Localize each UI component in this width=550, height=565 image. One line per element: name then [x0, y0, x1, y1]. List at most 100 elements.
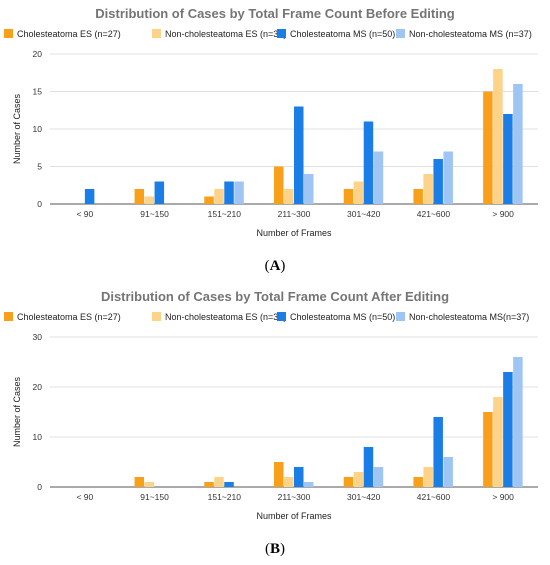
legend-label: Cholesteatoma MS (n=50) — [290, 312, 395, 322]
x-tick-label: 151~210 — [208, 209, 242, 219]
x-tick-label: 91~150 — [140, 492, 169, 502]
bar — [144, 196, 155, 204]
legend-label: Cholesteatoma ES (n=27) — [17, 29, 121, 39]
legend-swatch — [277, 312, 286, 321]
chart-b: Distribution of Cases by Total Frame Cou… — [4, 289, 538, 521]
bar — [284, 189, 294, 204]
legend-item: Cholesteatoma ES (n=27) — [4, 29, 121, 39]
bar — [443, 151, 453, 204]
legend-swatch — [277, 29, 286, 38]
y-tick-label: 20 — [33, 382, 43, 392]
bar — [423, 467, 433, 487]
y-axis-label: Number of Cases — [12, 93, 22, 164]
legend-item: Non-cholesteatoma ES (n=30) — [152, 29, 286, 39]
legend-swatch — [4, 312, 13, 321]
bar — [433, 159, 443, 204]
bar — [343, 477, 354, 487]
bar — [224, 482, 234, 487]
bar — [433, 417, 443, 487]
x-tick-label: 91~150 — [140, 209, 169, 219]
bar — [373, 151, 384, 204]
legend-swatch — [152, 29, 161, 38]
x-tick-label: 301~420 — [347, 492, 381, 502]
bar — [274, 462, 284, 487]
legend-label: Non-cholesteatoma MS (n=37) — [409, 29, 532, 39]
x-tick-label: 211~300 — [278, 209, 311, 219]
bar — [144, 482, 155, 487]
bar — [214, 189, 224, 204]
x-tick-label: 421~600 — [417, 492, 451, 502]
bar — [493, 69, 503, 204]
bar — [353, 181, 364, 204]
y-axis-label: Number of Cases — [12, 376, 22, 447]
bar — [413, 477, 423, 487]
legend-label: Non-cholesteatoma MS(n=37) — [409, 312, 529, 322]
y-tick-label: 5 — [37, 162, 42, 172]
legend-swatch — [396, 29, 405, 38]
legend-swatch — [152, 312, 161, 321]
bar — [224, 181, 234, 204]
x-tick-label: < 90 — [76, 209, 93, 219]
legend-item: Cholesteatoma MS (n=50) — [277, 29, 395, 39]
bar — [204, 196, 214, 204]
x-tick-label: > 900 — [492, 209, 514, 219]
legend-label: Cholesteatoma MS (n=50) — [290, 29, 395, 39]
bar — [134, 477, 145, 487]
legend-label: Non-cholesteatoma ES (n=30) — [165, 312, 286, 322]
bar — [423, 174, 433, 204]
bar — [304, 174, 314, 204]
legend-swatch — [396, 312, 405, 321]
legend-item: Cholesteatoma ES (n=27) — [4, 312, 121, 322]
bar — [134, 189, 145, 204]
y-tick-label: 0 — [37, 199, 42, 209]
bar — [274, 166, 284, 204]
caption-a: (A) — [264, 258, 286, 274]
legend-label: Cholesteatoma ES (n=27) — [17, 312, 121, 322]
bar — [294, 106, 304, 204]
chart-panel-a: Distribution of Cases by Total Frame Cou… — [4, 6, 538, 274]
bar — [304, 482, 314, 487]
x-tick-label: 151~210 — [208, 492, 242, 502]
bar — [443, 457, 453, 487]
y-tick-label: 20 — [33, 49, 43, 59]
bar — [363, 121, 374, 204]
bar — [513, 357, 523, 487]
bar — [284, 477, 294, 487]
legend-item: Non-cholesteatoma ES (n=30) — [152, 312, 286, 322]
y-tick-label: 10 — [33, 124, 43, 134]
x-tick-label: 211~300 — [278, 492, 311, 502]
legend-swatch — [4, 29, 13, 38]
bar — [204, 482, 214, 487]
bar — [353, 472, 364, 487]
legend-item: Non-cholesteatoma MS(n=37) — [396, 312, 529, 322]
legend-item: Non-cholesteatoma MS (n=37) — [396, 29, 532, 39]
bar — [483, 412, 493, 487]
bar — [343, 189, 354, 204]
bar — [154, 181, 165, 204]
caption-b: (B) — [264, 541, 285, 557]
bar — [373, 467, 384, 487]
chart-title: Distribution of Cases by Total Frame Cou… — [95, 6, 455, 21]
legend-item: Cholesteatoma MS (n=50) — [277, 312, 395, 322]
bar — [493, 397, 503, 487]
legend-label: Non-cholesteatoma ES (n=30) — [165, 29, 286, 39]
chart-panel-b: Distribution of Cases by Total Frame Cou… — [0, 283, 550, 565]
chart-title: Distribution of Cases by Total Frame Cou… — [101, 289, 449, 304]
x-tick-label: > 900 — [492, 492, 514, 502]
bar — [503, 114, 513, 204]
bar — [503, 372, 513, 487]
y-tick-label: 30 — [33, 332, 43, 342]
bar — [214, 477, 224, 487]
bar — [234, 181, 244, 204]
x-tick-label: 421~600 — [417, 209, 451, 219]
y-tick-label: 10 — [33, 432, 43, 442]
chart-a: Distribution of Cases by Total Frame Cou… — [4, 6, 538, 238]
bar — [483, 91, 493, 204]
bar — [363, 447, 374, 487]
x-axis-label: Number of Frames — [256, 511, 332, 521]
y-tick-label: 15 — [33, 87, 43, 97]
y-tick-label: 0 — [37, 482, 42, 492]
bar — [294, 467, 304, 487]
x-tick-label: < 90 — [76, 492, 93, 502]
x-tick-label: 301~420 — [347, 209, 381, 219]
